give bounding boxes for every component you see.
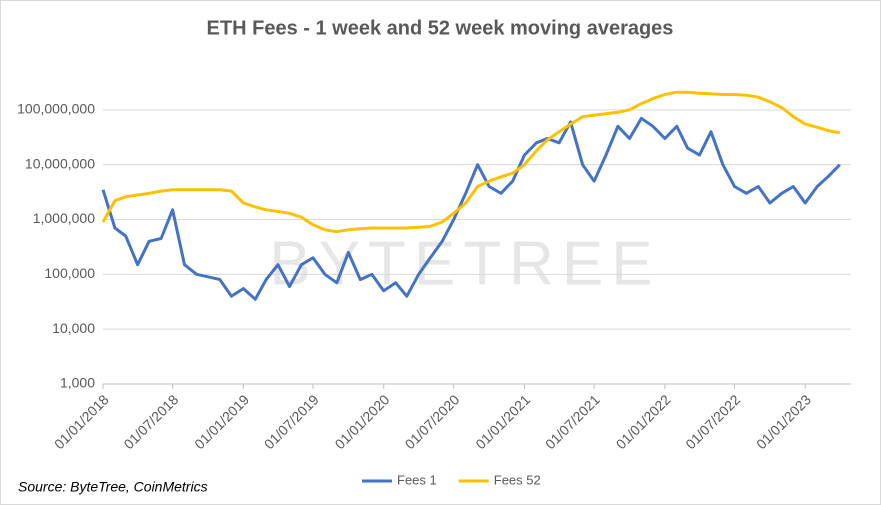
y-tick-label: 10,000,000	[25, 155, 95, 171]
source-note: Source: ByteTree, CoinMetrics	[18, 479, 208, 495]
y-tick-label: 1,000,000	[33, 210, 95, 226]
y-tick-label: 10,000	[52, 320, 95, 336]
y-tick-label: 100,000	[44, 265, 95, 281]
series-line	[101, 116, 841, 301]
y-tick-label: 1,000	[60, 375, 95, 391]
watermark: BYTETREE	[269, 229, 660, 298]
series-line	[101, 90, 841, 234]
legend-label: Fees 52	[494, 472, 541, 487]
chart-title: ETH Fees - 1 week and 52 week moving ave…	[207, 17, 674, 39]
y-tick-label: 100,000,000	[17, 101, 95, 117]
legend-label: Fees 1	[397, 472, 437, 487]
